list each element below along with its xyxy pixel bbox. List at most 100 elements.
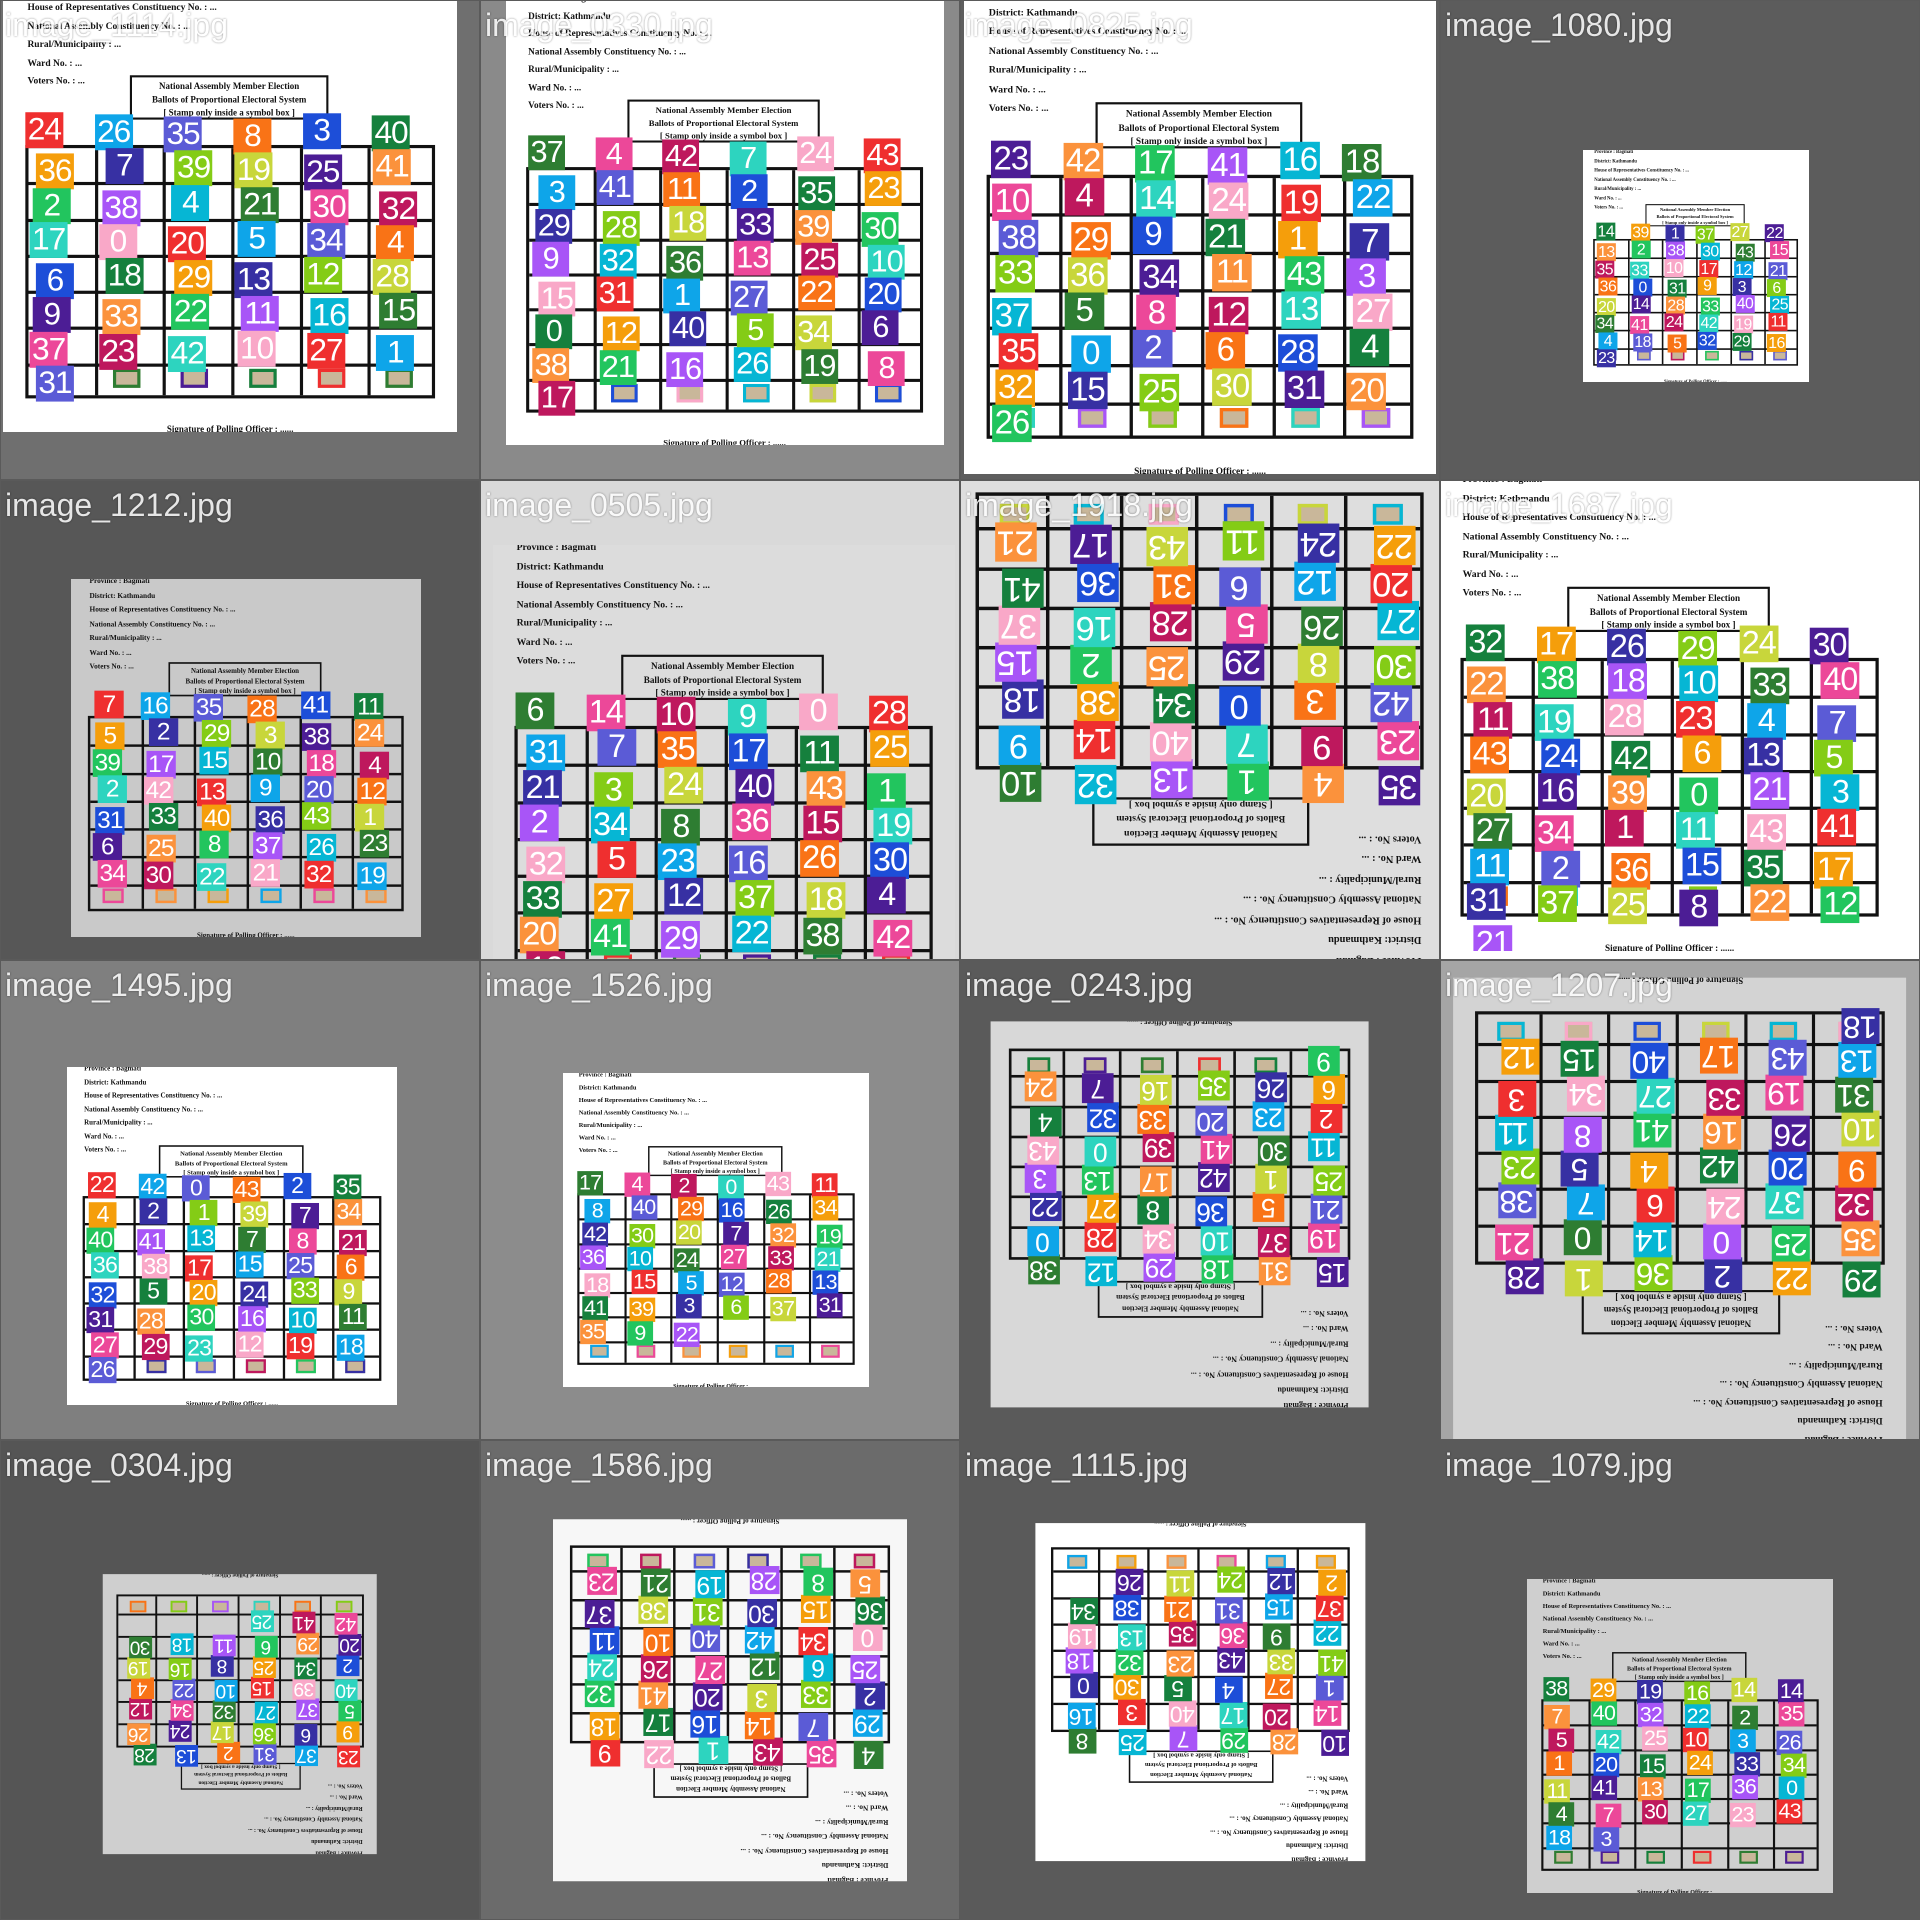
- detection-label: 7: [1544, 1704, 1570, 1730]
- party-symbol-box[interactable]: [295, 1358, 316, 1373]
- party-symbol-box[interactable]: [365, 887, 388, 903]
- party-symbol-box[interactable]: [155, 887, 177, 903]
- party-symbol-box[interactable]: [1166, 1555, 1187, 1570]
- detection-label: 43: [752, 1737, 783, 1766]
- detection-label: 38: [1028, 1254, 1061, 1285]
- party-symbol-box[interactable]: [775, 1344, 794, 1358]
- party-symbol-box[interactable]: [1077, 407, 1107, 428]
- party-symbol-box[interactable]: [693, 1553, 716, 1569]
- party-symbol-box[interactable]: [260, 887, 282, 903]
- party-symbol-box[interactable]: [170, 1600, 188, 1613]
- party-symbol-box[interactable]: [1739, 1850, 1758, 1864]
- detection-label: 22: [1467, 666, 1507, 704]
- detection-label: 9: [1698, 276, 1718, 295]
- detection-label: 24: [1208, 182, 1249, 221]
- detection-label: 8: [803, 1567, 834, 1596]
- party-symbol-box[interactable]: [821, 1344, 840, 1358]
- detection-label: 38: [1538, 661, 1577, 699]
- party-symbol-box[interactable]: [587, 1553, 609, 1569]
- party-symbol-box[interactable]: [1315, 1555, 1336, 1570]
- party-symbol-box[interactable]: [1554, 1850, 1573, 1864]
- detection-label: 9: [250, 774, 281, 802]
- detection-label: 31: [1284, 370, 1324, 408]
- detection-label: 42: [334, 1612, 358, 1635]
- image-filename: image_0505.jpg: [485, 487, 713, 523]
- party-symbol-box[interactable]: [603, 954, 632, 959]
- party-symbol-box[interactable]: [1116, 1555, 1137, 1570]
- detection-label: 27: [1473, 813, 1513, 851]
- detection-label: 7: [597, 729, 637, 767]
- party-symbol-box[interactable]: [1692, 1850, 1712, 1864]
- title-line: [ Stamp only inside a symbol box ]: [1126, 1282, 1236, 1292]
- ballot-document: Province : Bagmati District: Kathmandu Hou…: [1046, 1523, 1354, 1861]
- table-row-line: [579, 1316, 853, 1319]
- party-symbol-box[interactable]: [1705, 350, 1720, 360]
- party-symbol-box[interactable]: [102, 887, 124, 903]
- party-symbol-box[interactable]: [853, 1553, 876, 1569]
- party-symbol-box[interactable]: [1646, 1850, 1666, 1864]
- party-symbol-box[interactable]: [1600, 1850, 1619, 1864]
- party-symbol-box[interactable]: [1219, 407, 1249, 428]
- party-symbol-box[interactable]: [875, 383, 903, 402]
- party-symbol-box[interactable]: [813, 954, 842, 959]
- party-symbol-box[interactable]: [1637, 350, 1651, 360]
- party-symbol-box[interactable]: [1633, 1022, 1661, 1042]
- detection-label: 25: [1118, 1728, 1147, 1756]
- party-symbol-box[interactable]: [1770, 1022, 1798, 1042]
- party-symbol-box[interactable]: [1084, 1057, 1108, 1074]
- detection-label: 40: [690, 1623, 721, 1652]
- party-symbol-box[interactable]: [611, 383, 638, 402]
- party-symbol-box[interactable]: [743, 383, 771, 402]
- party-symbol-box[interactable]: [1290, 407, 1320, 428]
- party-symbol-box[interactable]: [1298, 504, 1329, 526]
- party-symbol-box[interactable]: [743, 954, 772, 959]
- party-symbol-box[interactable]: [1255, 1057, 1278, 1074]
- party-symbol-box[interactable]: [385, 368, 414, 388]
- party-symbol-box[interactable]: [1362, 407, 1391, 428]
- party-symbol-box[interactable]: [636, 1344, 655, 1358]
- party-symbol-box[interactable]: [245, 1358, 266, 1373]
- detection-label: 28: [247, 695, 277, 723]
- party-symbol-box[interactable]: [317, 368, 345, 388]
- party-symbol-box[interactable]: [809, 383, 837, 402]
- party-symbol-box[interactable]: [1265, 1555, 1286, 1570]
- party-symbol-box[interactable]: [640, 1553, 662, 1569]
- party-symbol-box[interactable]: [146, 1358, 167, 1373]
- party-symbol-box[interactable]: [1373, 504, 1404, 526]
- party-symbol-box[interactable]: [112, 368, 140, 388]
- party-symbol-box[interactable]: [1141, 1057, 1165, 1074]
- detection-label: 39: [629, 1297, 655, 1322]
- party-symbol-box[interactable]: [1785, 1850, 1804, 1864]
- detection-label: 32: [1087, 1101, 1120, 1132]
- party-symbol-box[interactable]: [335, 1600, 353, 1613]
- party-symbol-box[interactable]: [345, 1358, 366, 1373]
- party-symbol-box[interactable]: [728, 1344, 748, 1358]
- party-symbol-box[interactable]: [211, 1600, 229, 1613]
- party-symbol-box[interactable]: [294, 1600, 312, 1613]
- party-symbol-box[interactable]: [590, 1344, 609, 1358]
- party-symbol-box[interactable]: [129, 1600, 146, 1613]
- party-symbol-box[interactable]: [1565, 1022, 1593, 1042]
- party-symbol-box[interactable]: [800, 1553, 822, 1569]
- party-symbol-box[interactable]: [1066, 1555, 1087, 1570]
- title-line: [ Stamp only inside a symbol box ]: [183, 1168, 280, 1176]
- party-symbol-box[interactable]: [313, 887, 335, 903]
- party-symbol-box[interactable]: [1739, 350, 1754, 360]
- party-symbol-box[interactable]: [249, 368, 277, 388]
